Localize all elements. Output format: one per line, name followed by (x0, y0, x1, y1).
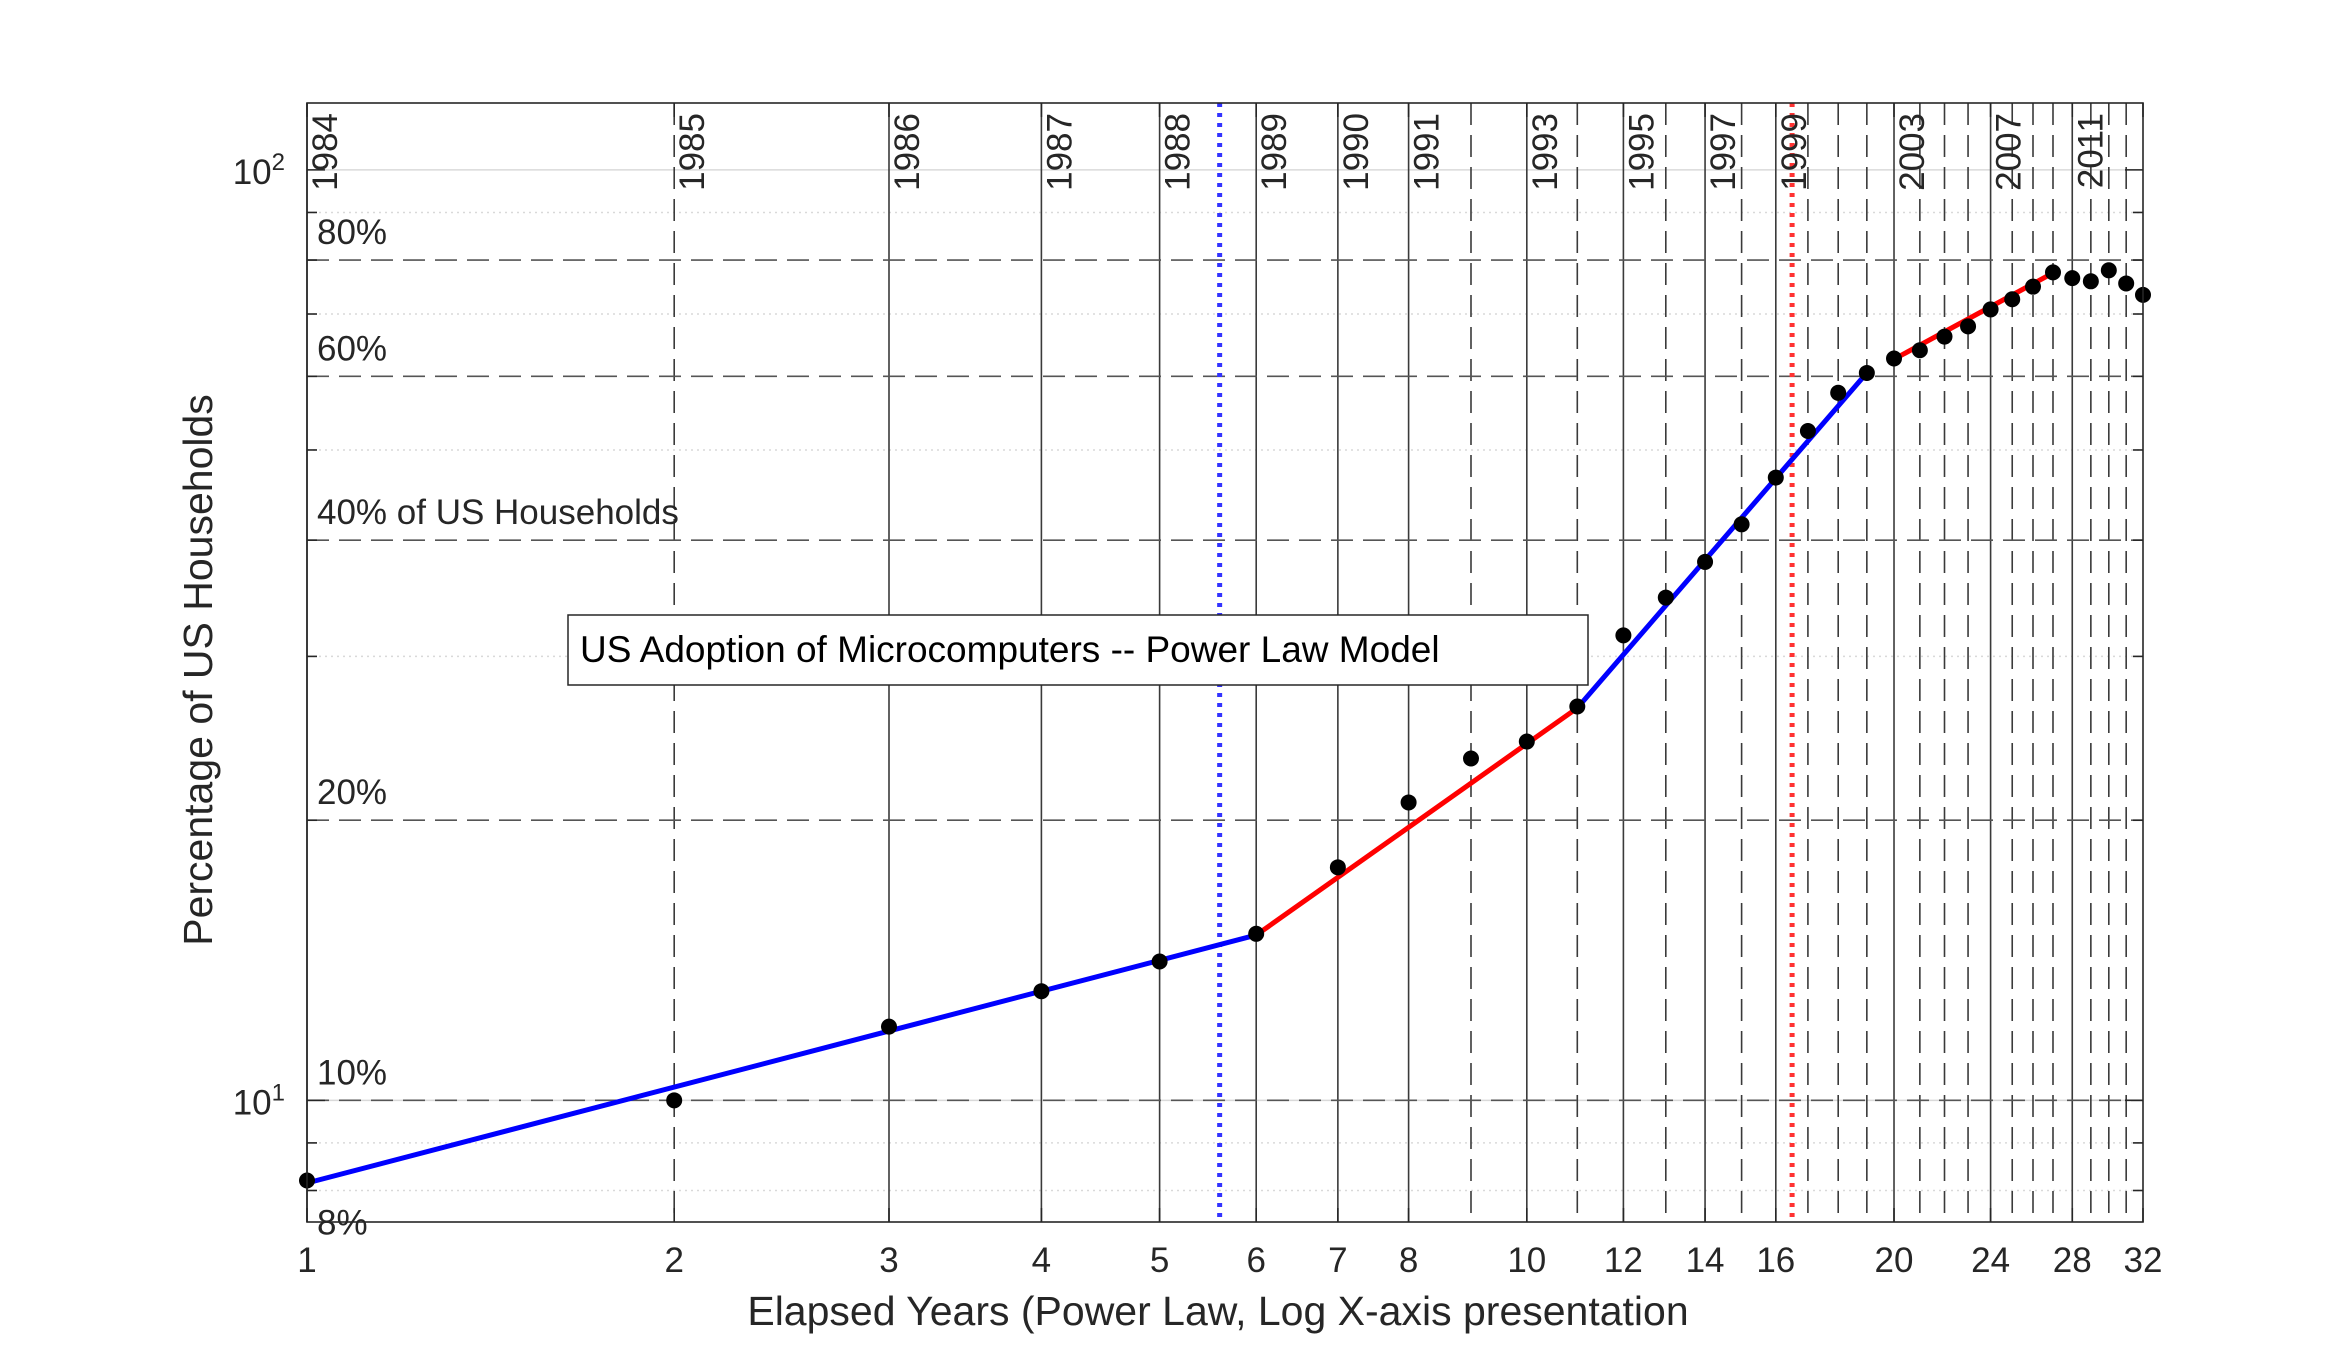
data-point (1911, 342, 1928, 359)
x-tick-label: 14 (1686, 1241, 1725, 1280)
x-tick-label: 32 (2124, 1241, 2163, 1280)
x-tick-label: 10 (1507, 1241, 1546, 1280)
year-label: 1997 (1704, 113, 1743, 191)
year-label: 1995 (1622, 113, 1661, 191)
data-point (1886, 350, 1903, 367)
chart-title: US Adoption of Microcomputers -- Power L… (580, 629, 1440, 670)
data-point (2082, 273, 2099, 290)
year-label: 1985 (673, 113, 712, 191)
data-point (2004, 291, 2021, 308)
x-tick-label: 24 (1971, 1241, 2010, 1280)
year-label: 1989 (1255, 113, 1294, 191)
data-point (1400, 794, 1417, 811)
data-point (1569, 698, 1586, 715)
data-point (1615, 627, 1632, 644)
percent-label: 8% (317, 1203, 368, 1242)
data-point (1799, 423, 1816, 440)
data-point (1936, 328, 1953, 345)
y-tick-label: 102 (233, 149, 285, 192)
data-point (1462, 750, 1479, 767)
data-point (1960, 318, 1977, 335)
axes-frame (306, 102, 2144, 1223)
x-tick-label: 12 (1604, 1241, 1643, 1280)
title-box (567, 614, 1589, 686)
x-tick-label: 4 (1032, 1241, 1051, 1280)
data-point (666, 1092, 683, 1109)
blue-fit-segment (304, 932, 1259, 1186)
year-label: 1991 (1408, 113, 1447, 191)
year-label: 2007 (1990, 113, 2029, 191)
data-point (1697, 553, 1714, 570)
blue-fit-segment (1574, 370, 1870, 711)
year-label: 2011 (2071, 113, 2110, 188)
data-point (2025, 278, 2042, 295)
year-label: 1993 (1526, 113, 1565, 191)
data-point (2100, 262, 2117, 279)
data-point (1767, 469, 1784, 486)
year-label: 1988 (1159, 113, 1198, 191)
year-label: 1987 (1040, 113, 1079, 191)
y-tick-label: 101 (233, 1079, 285, 1122)
data-point (1657, 589, 1674, 606)
percent-label: 80% (317, 213, 387, 252)
data-point (2064, 270, 2081, 287)
percent-label: 10% (317, 1053, 387, 1092)
percent-label: 20% (317, 773, 387, 812)
data-point (880, 1018, 897, 1035)
x-tick-label: 8 (1399, 1241, 1418, 1280)
x-tick-label: 1 (297, 1241, 316, 1280)
y-axis-label: Percentage of US Households (175, 394, 221, 946)
x-tick-label: 28 (2053, 1241, 2092, 1280)
year-label: 1986 (888, 113, 927, 191)
data-point (1830, 384, 1847, 401)
year-label: 2003 (1893, 113, 1932, 191)
x-tick-label: 7 (1328, 1241, 1347, 1280)
data-point (1518, 733, 1535, 750)
percent-label: 40% of US Households (317, 493, 679, 532)
year-label: 1990 (1337, 113, 1376, 191)
data-point (1033, 983, 1050, 1000)
data-point (1151, 953, 1168, 970)
data-point (1982, 301, 1999, 318)
year-label: 1984 (306, 113, 345, 191)
data-point (2118, 275, 2135, 292)
data-point (2044, 264, 2061, 281)
x-tick-label: 20 (1875, 1241, 1914, 1280)
x-tick-label: 6 (1246, 1241, 1265, 1280)
data-point (1329, 859, 1346, 876)
data-point (1248, 925, 1265, 942)
data-point (1858, 364, 1875, 381)
x-tick-label: 3 (879, 1241, 898, 1280)
percent-label: 60% (317, 329, 387, 368)
year-label: 1999 (1775, 113, 1814, 191)
x-tick-label: 5 (1150, 1241, 1169, 1280)
x-axis-label: Elapsed Years (Power Law, Log X-axis pre… (747, 1288, 1688, 1334)
x-tick-label: 2 (664, 1241, 683, 1280)
data-point (1733, 516, 1750, 533)
x-tick-label: 16 (1756, 1241, 1795, 1280)
